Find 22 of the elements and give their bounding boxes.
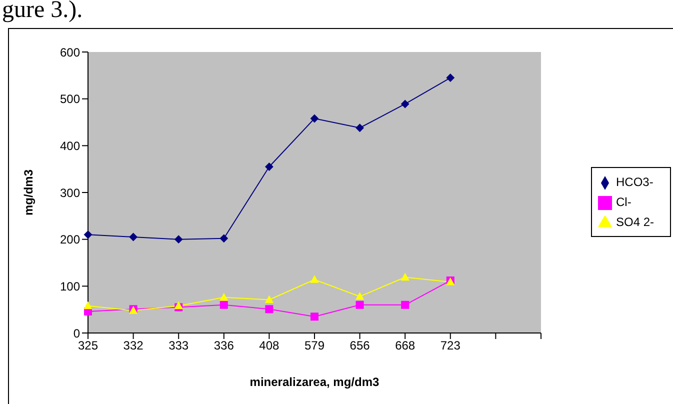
x-tick-label: 656: [350, 338, 370, 353]
legend-label: SO4 2-: [616, 215, 654, 229]
legend-label: HCO3-: [616, 175, 654, 189]
y-tick-label: 100: [60, 279, 80, 294]
y-tick-label: 300: [60, 186, 80, 200]
x-tick-label: 333: [168, 338, 189, 353]
x-tick-label: 408: [259, 338, 280, 353]
y-tick-label: 0: [73, 326, 80, 340]
x-tick-label: 723: [440, 338, 461, 353]
y-tick-label: 200: [60, 232, 80, 247]
x-tick-label: 336: [214, 338, 234, 353]
x-axis-title: mineralizarea, mg/dm3: [250, 375, 380, 389]
x-tick-label: 332: [123, 338, 144, 353]
text: gure 3.).: [2, 0, 83, 24]
y-tick-label: 500: [60, 92, 80, 106]
x-tick-label: 325: [78, 338, 98, 353]
y-axis-title: mg/dm3: [21, 169, 36, 216]
legend-label: Cl-: [616, 195, 632, 209]
y-tick-label: 400: [60, 138, 80, 153]
y-tick-label: 600: [60, 45, 80, 60]
x-tick-label: 668: [395, 338, 416, 353]
x-tick-label: 579: [304, 338, 325, 353]
